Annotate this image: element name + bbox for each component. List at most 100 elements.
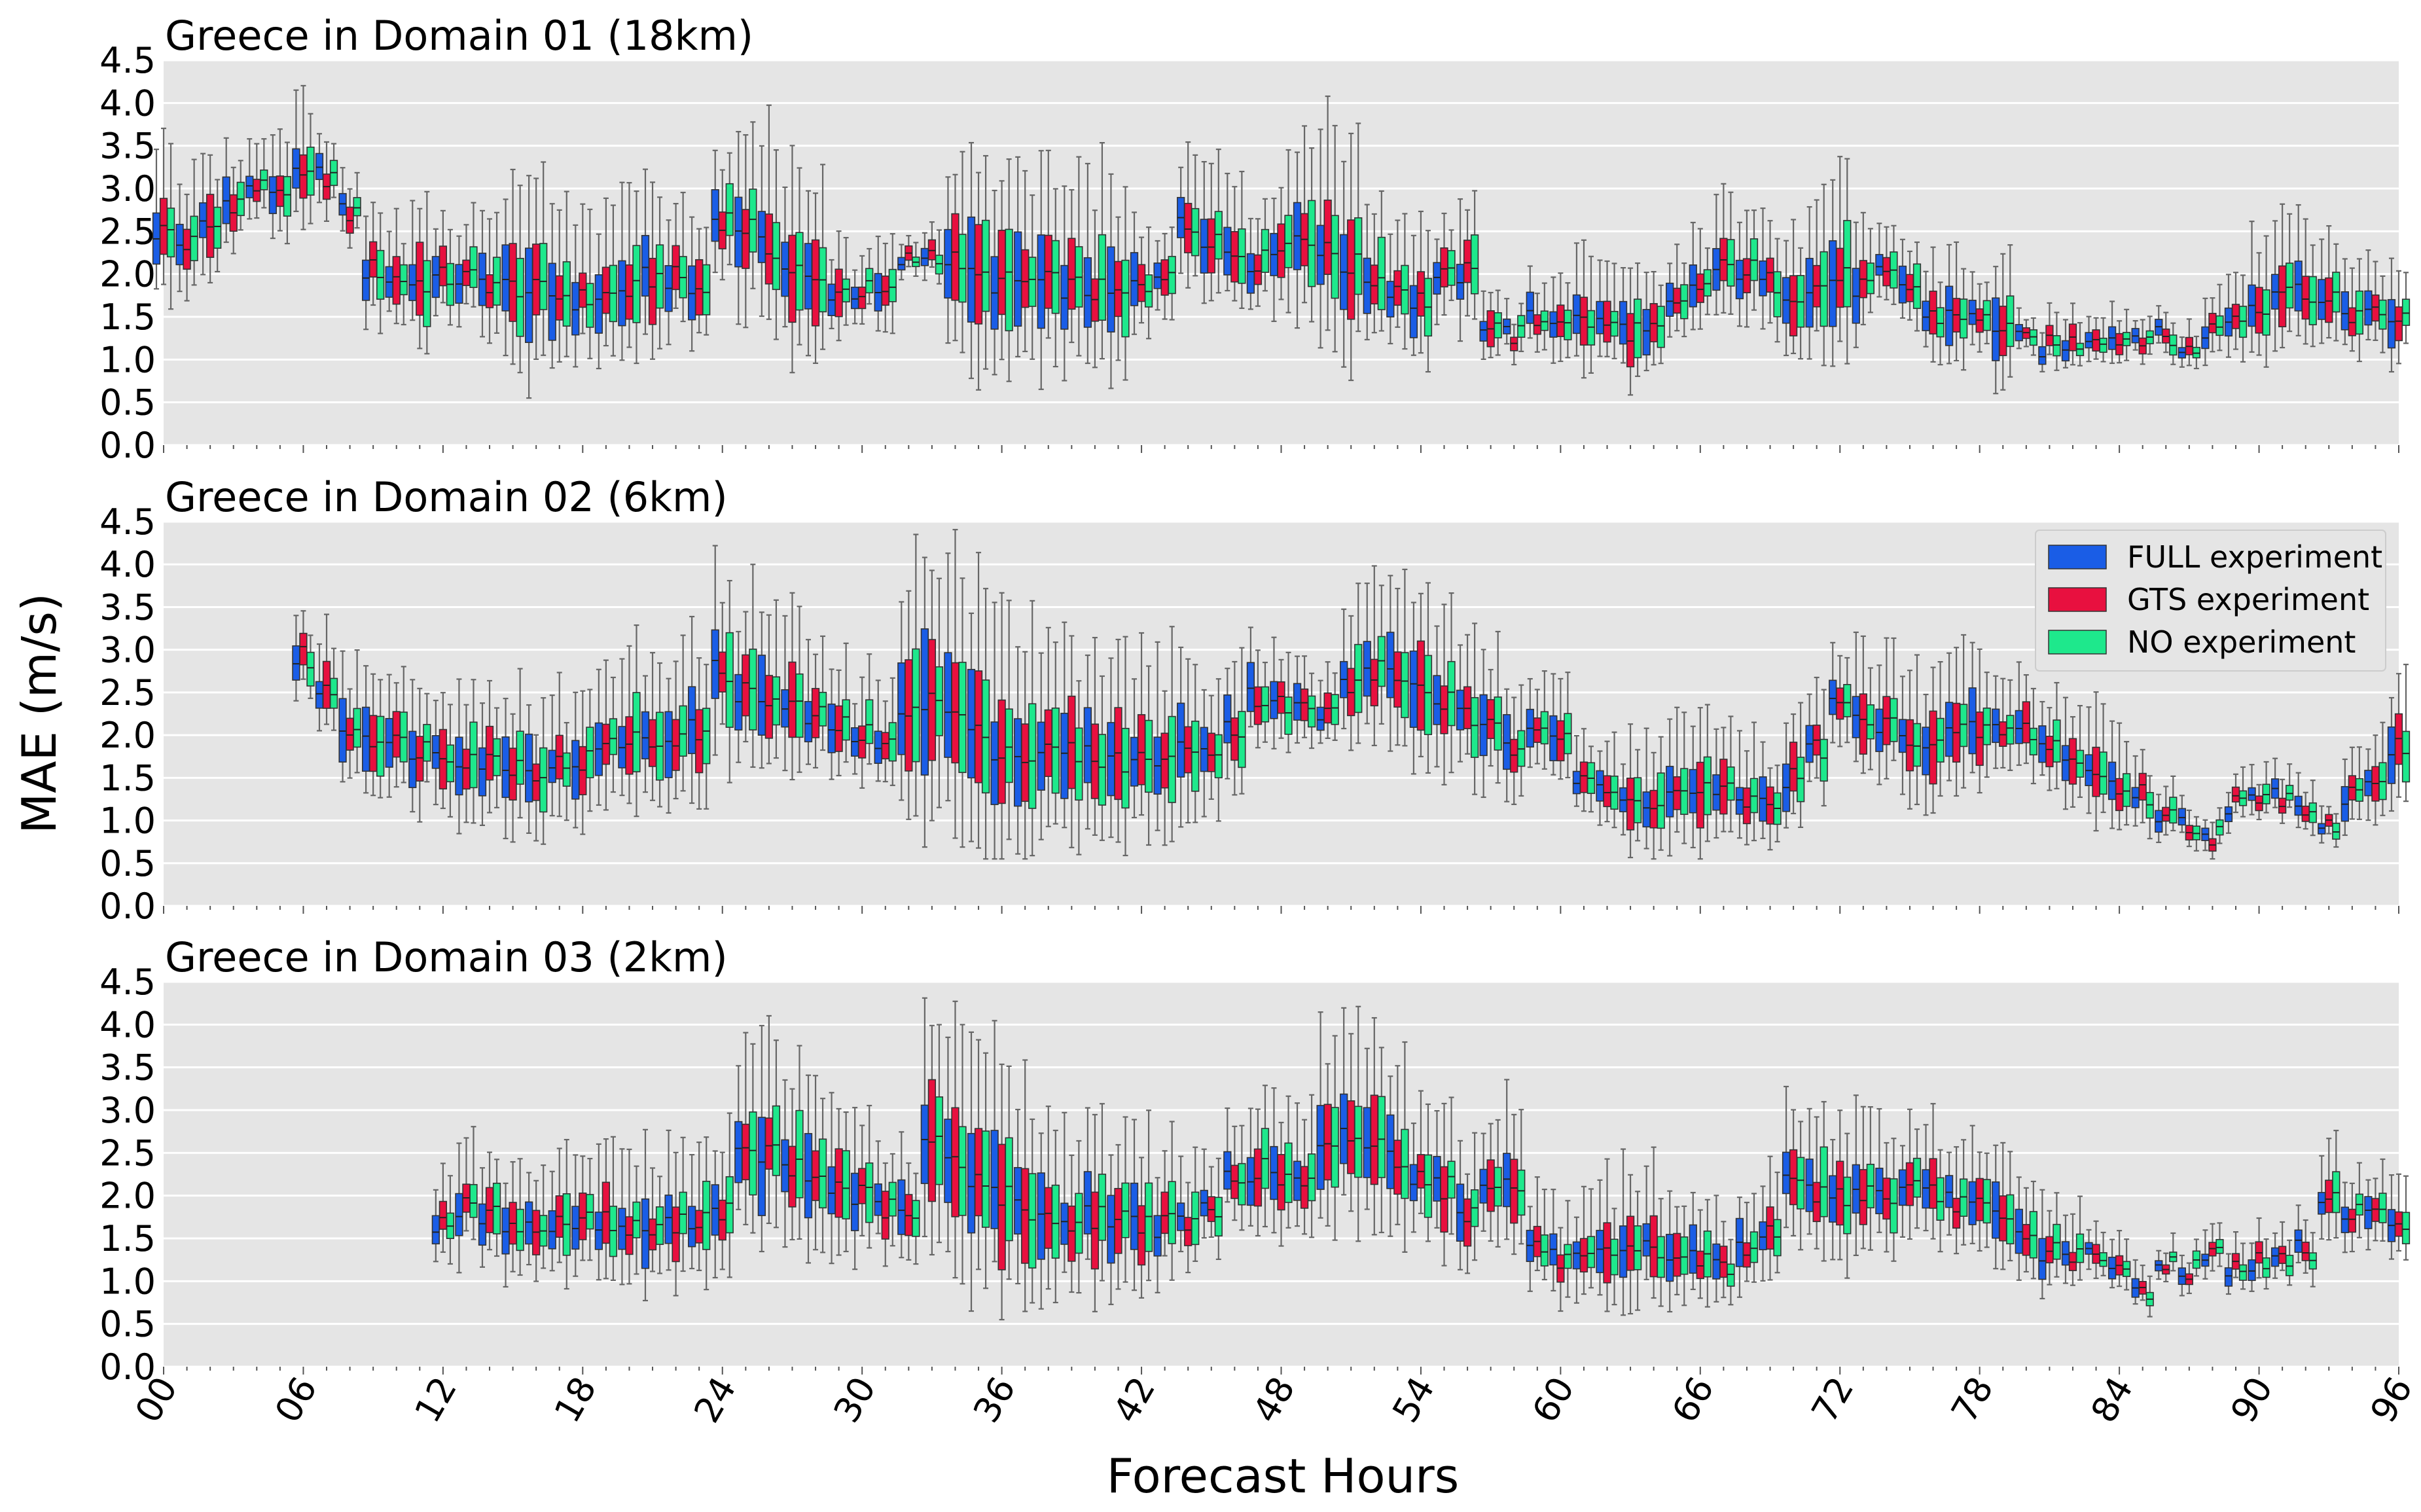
box-no [423, 724, 431, 762]
box-gts [974, 670, 983, 783]
box-full [175, 223, 184, 266]
box-no [2332, 822, 2340, 840]
box-full [501, 1207, 510, 1255]
y-tick-label: 3.5 [99, 586, 156, 628]
box-gts [764, 213, 774, 285]
box-gts [2022, 1223, 2030, 1256]
box-gts [1603, 300, 1611, 343]
box-no [1144, 719, 1153, 793]
y-tick-label: 3.5 [99, 126, 156, 167]
box-full [594, 274, 603, 334]
box-no [865, 1162, 874, 1223]
box-no [1447, 660, 1456, 727]
box-gts [579, 1192, 587, 1240]
box-full [1572, 294, 1581, 334]
box-no [772, 222, 781, 291]
box-no [2286, 1255, 2294, 1276]
box-no [888, 722, 897, 762]
box-gts [1160, 1191, 1169, 1234]
box-gts [1742, 258, 1751, 294]
box-full [1456, 264, 1465, 300]
box-gts [1207, 732, 1215, 772]
box-gts [1137, 714, 1146, 785]
box-full [548, 749, 556, 783]
box-gts [2162, 806, 2170, 822]
box-no [1028, 1173, 1037, 1269]
box-no [749, 189, 757, 253]
box-no [1749, 1231, 1759, 1263]
box-no [725, 1176, 734, 1234]
box-no [469, 1183, 478, 1218]
box-gts [1253, 1148, 1263, 1207]
box-full [920, 1104, 929, 1184]
box-full [897, 1179, 906, 1235]
box-gts [276, 175, 285, 207]
box-gts [1696, 761, 1704, 829]
box-full [944, 228, 952, 299]
box-no [1377, 236, 1386, 310]
box-full [2038, 346, 2047, 365]
box-gts [392, 256, 401, 305]
box-gts [974, 1128, 983, 1217]
box-full [1503, 714, 1511, 770]
box-gts [2278, 1246, 2287, 1265]
box-gts [2092, 746, 2100, 797]
box-gts [2278, 797, 2287, 814]
box-full [1642, 1223, 1651, 1257]
box-gts [1626, 1215, 1635, 1271]
box-no [1238, 711, 1246, 768]
box-full [1083, 1171, 1092, 1234]
box-no [2053, 1223, 2061, 1260]
y-tick-label: 1.0 [99, 801, 156, 842]
x-tick-label: 96 [2362, 1370, 2420, 1430]
box-no [1447, 1161, 1456, 1199]
box-full [2061, 1241, 2070, 1266]
box-no [725, 183, 734, 236]
box-full [757, 1117, 766, 1216]
box-no [1890, 698, 1898, 742]
box-gts [416, 242, 424, 316]
box-full [827, 703, 836, 753]
box-full [1968, 1181, 1977, 1225]
box-no [609, 718, 618, 755]
box-no [935, 255, 944, 275]
box-no [1540, 310, 1549, 331]
panel-title: Greece in Domain 03 (2km) [165, 933, 728, 981]
box-full [268, 176, 277, 215]
box-full [1689, 1224, 1697, 1274]
box-full [1968, 687, 1977, 755]
box-full [874, 1183, 882, 1216]
box-no [1051, 1184, 1060, 1259]
box-gts [625, 716, 634, 775]
box-full [1642, 791, 1651, 828]
box-full [1619, 1225, 1628, 1278]
legend-entry-gts: GTS experiment [2048, 582, 2369, 617]
box-gts [299, 154, 308, 199]
box-no [1168, 1181, 1176, 1244]
box-no [935, 1096, 944, 1185]
x-tick-label: 54 [1384, 1370, 1443, 1430]
box-full [1316, 1105, 1325, 1190]
box-gts [1347, 219, 1355, 320]
box-gts [1184, 202, 1193, 253]
box-gts [601, 723, 611, 765]
box-gts [1137, 264, 1146, 302]
box-gts [1882, 696, 1891, 746]
box-gts [1393, 651, 1402, 708]
box-gts [648, 719, 657, 767]
box-full [641, 1198, 650, 1269]
box-full [1456, 689, 1465, 730]
box-full [338, 698, 347, 763]
box-gts [1416, 271, 1426, 317]
box-gts [1556, 720, 1565, 762]
box-gts [1975, 711, 1984, 766]
box-no [1494, 1166, 1502, 1207]
box-no [1564, 1244, 1572, 1269]
box-gts [1789, 1149, 1798, 1206]
x-tick-label: 72 [1804, 1370, 1862, 1430]
box-no [2401, 298, 2411, 326]
box-no [1377, 1096, 1386, 1178]
box-no [1075, 727, 1083, 801]
box-gts [1859, 1169, 1867, 1225]
box-gts [951, 213, 959, 301]
